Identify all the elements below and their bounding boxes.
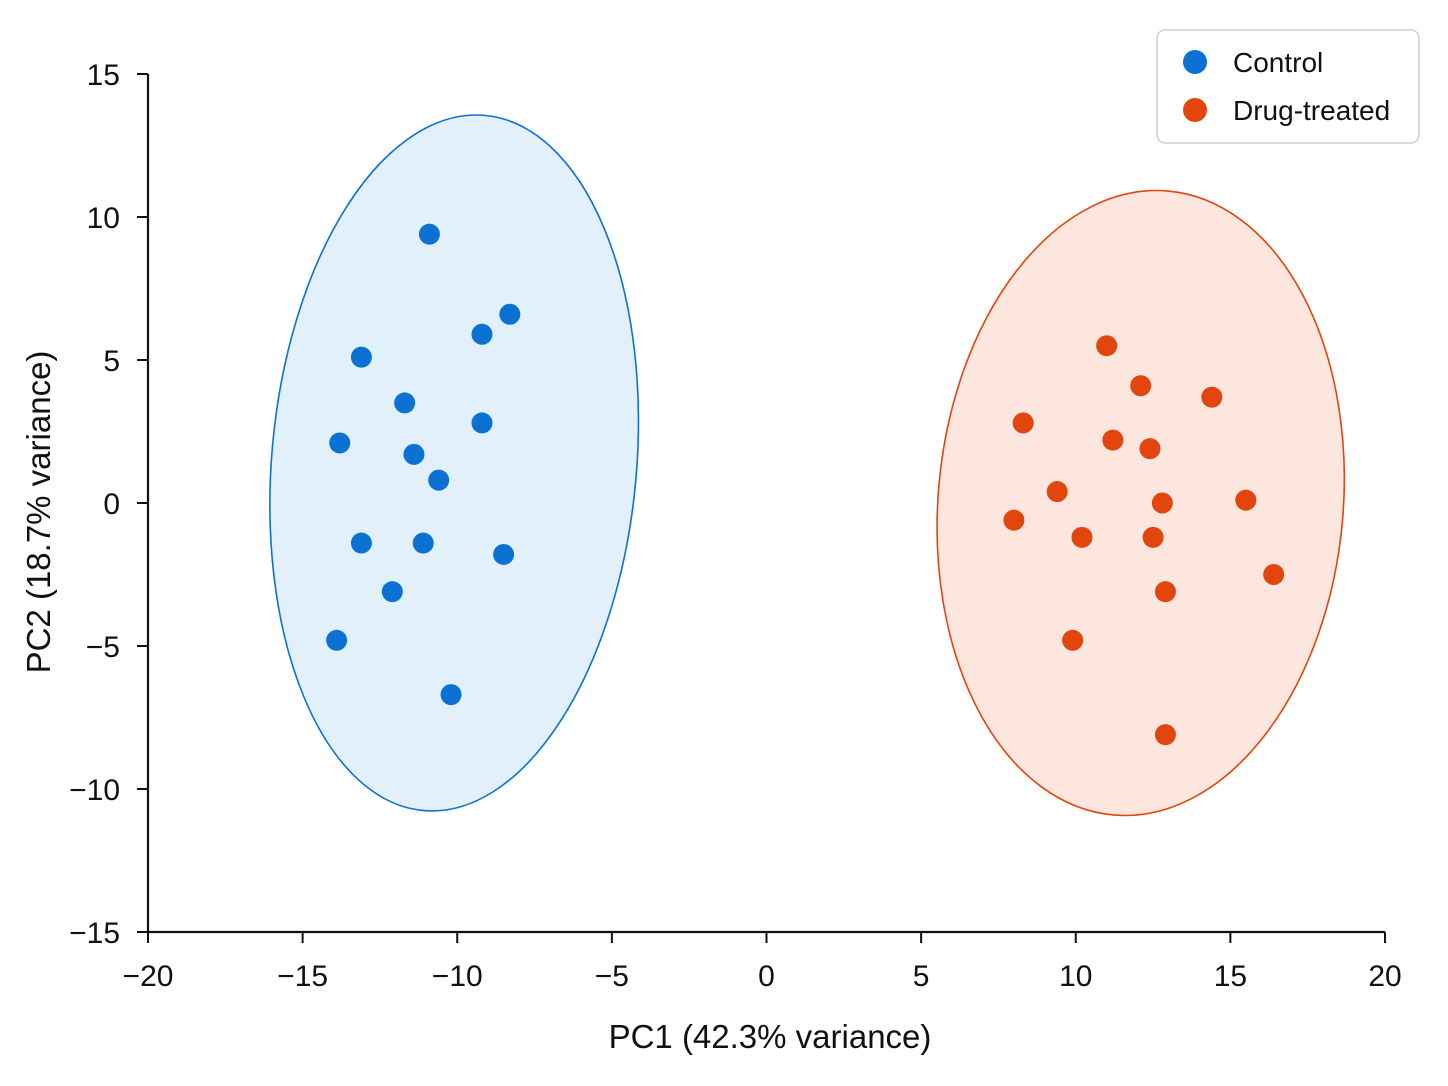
x-tick-label-1: −15 bbox=[277, 960, 328, 993]
point-drug-treated-0 bbox=[1096, 335, 1118, 357]
legend-marker-control bbox=[1183, 50, 1207, 74]
x-tick-label-2: −10 bbox=[432, 960, 483, 993]
point-drug-treated-13 bbox=[1154, 581, 1176, 603]
point-control-4 bbox=[394, 392, 416, 414]
x-tick-label-5: 5 bbox=[913, 960, 930, 993]
point-drug-treated-7 bbox=[1151, 492, 1173, 514]
point-drug-treated-12 bbox=[1263, 564, 1285, 585]
point-control-8 bbox=[428, 469, 450, 491]
ellipse-drug-treated bbox=[936, 189, 1346, 817]
point-control-12 bbox=[381, 581, 403, 603]
y-tick-label-5: 10 bbox=[87, 202, 120, 235]
legend-marker-drug-treated bbox=[1183, 98, 1207, 122]
data-points bbox=[326, 223, 1285, 746]
x-tick-label-3: −5 bbox=[595, 960, 629, 993]
y-tick-label-0: −15 bbox=[69, 917, 120, 950]
confidence-ellipses bbox=[269, 114, 1346, 817]
y-axis-title: PC2 (18.7% variance) bbox=[20, 351, 57, 674]
point-drug-treated-4 bbox=[1102, 429, 1124, 451]
point-control-1 bbox=[499, 303, 521, 325]
y-tick-label-6: 15 bbox=[87, 59, 120, 92]
legend: Control Drug-treated bbox=[1156, 29, 1420, 144]
point-drug-treated-1 bbox=[1130, 375, 1152, 397]
point-control-10 bbox=[412, 532, 434, 554]
point-drug-treated-15 bbox=[1154, 724, 1176, 746]
point-drug-treated-2 bbox=[1201, 386, 1223, 408]
point-control-6 bbox=[329, 432, 351, 454]
point-control-14 bbox=[440, 684, 462, 706]
point-control-2 bbox=[471, 323, 493, 345]
point-drug-treated-10 bbox=[1071, 526, 1093, 548]
point-control-0 bbox=[418, 223, 440, 245]
ellipse-control bbox=[269, 114, 640, 812]
y-tick-label-3: 0 bbox=[103, 488, 120, 521]
x-tick-label-6: 10 bbox=[1059, 960, 1092, 993]
x-ticks: −20 −15 −10 −5 0 5 10 15 20 bbox=[123, 932, 1402, 993]
point-drug-treated-8 bbox=[1235, 489, 1257, 511]
legend-box bbox=[1156, 29, 1420, 144]
point-drug-treated-3 bbox=[1012, 412, 1034, 434]
point-drug-treated-11 bbox=[1142, 526, 1164, 548]
x-tick-label-0: −20 bbox=[123, 960, 174, 993]
point-control-3 bbox=[350, 346, 372, 368]
point-control-13 bbox=[326, 629, 348, 651]
point-drug-treated-6 bbox=[1046, 481, 1068, 503]
legend-label-control: Control bbox=[1233, 47, 1323, 78]
point-drug-treated-9 bbox=[1003, 509, 1025, 531]
x-tick-label-8: 20 bbox=[1368, 960, 1401, 993]
point-drug-treated-5 bbox=[1139, 438, 1161, 460]
x-tick-label-7: 15 bbox=[1214, 960, 1247, 993]
point-control-7 bbox=[403, 443, 425, 465]
y-tick-label-4: 5 bbox=[103, 345, 120, 378]
y-tick-label-2: −5 bbox=[86, 631, 120, 664]
point-control-11 bbox=[493, 543, 515, 565]
point-drug-treated-14 bbox=[1062, 629, 1084, 651]
point-control-5 bbox=[471, 412, 493, 434]
x-axis-title: PC1 (42.3% variance) bbox=[609, 1018, 932, 1055]
y-tick-label-1: −10 bbox=[69, 774, 120, 807]
point-control-9 bbox=[350, 532, 372, 554]
legend-label-drug-treated: Drug-treated bbox=[1233, 95, 1390, 126]
y-ticks: −15 −10 −5 0 5 10 15 bbox=[69, 59, 148, 950]
x-tick-label-4: 0 bbox=[758, 960, 775, 993]
